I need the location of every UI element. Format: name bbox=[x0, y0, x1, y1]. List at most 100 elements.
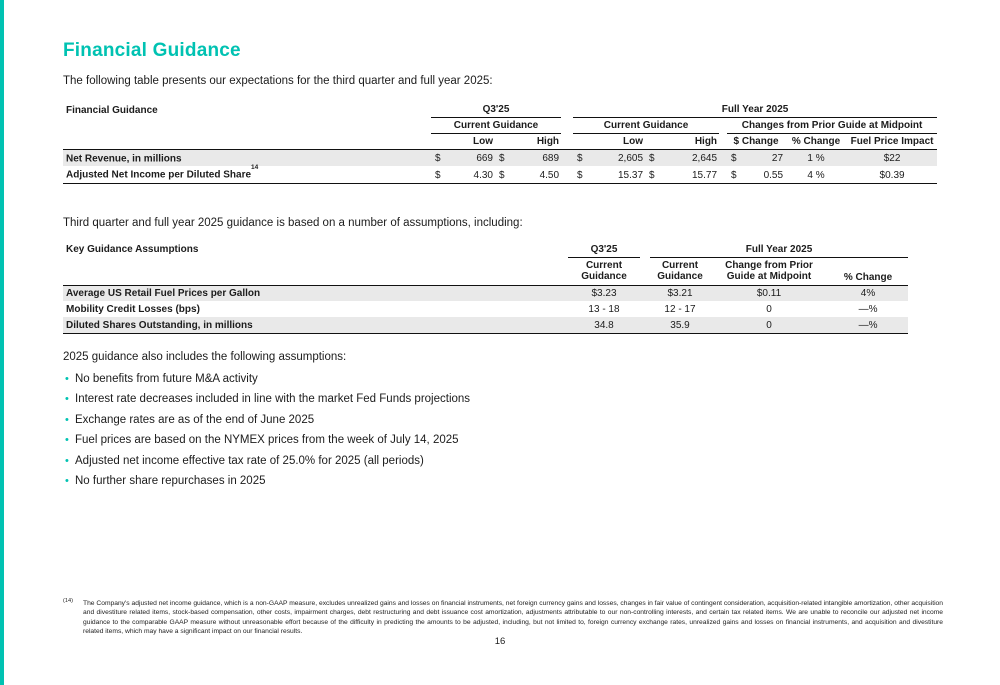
t1-empty bbox=[495, 133, 511, 150]
gap-cell bbox=[719, 149, 728, 167]
t2-pct-header: % Change bbox=[828, 257, 909, 286]
footnote-marker: (14) bbox=[63, 598, 73, 604]
list-item: • Fuel prices are based on the NYMEX pric… bbox=[63, 433, 940, 448]
currency-symbol: $ bbox=[645, 166, 664, 184]
t1-gap bbox=[561, 102, 573, 118]
intro-text: The following table presents our expecta… bbox=[63, 75, 493, 87]
t2-corner-label: Key Guidance Assumptions bbox=[66, 244, 199, 256]
t1-group-row-2: Current Guidance Current Guidance Change… bbox=[63, 117, 938, 134]
t2-q3-group-header: Q3'25 bbox=[568, 241, 640, 258]
currency-symbol: $ bbox=[573, 149, 588, 167]
pct-change-value: 4 % bbox=[785, 166, 848, 184]
table-row: Mobility Credit Losses (bps) 13 - 18 12 … bbox=[63, 301, 908, 317]
bullet-text: Fuel prices are based on the NYMEX price… bbox=[75, 434, 459, 447]
t1-empty bbox=[63, 133, 431, 150]
currency-symbol: $ bbox=[431, 149, 445, 167]
gap-cell bbox=[719, 166, 728, 184]
table-row: Average US Retail Fuel Prices per Gallon… bbox=[63, 285, 909, 302]
list-item: • Exchange rates are as of the end of Jun… bbox=[63, 413, 940, 428]
t1-q3-current-guidance-header: Current Guidance bbox=[431, 117, 562, 134]
gap-cell bbox=[561, 166, 574, 184]
bullet-text: Adjusted net income effective tax rate o… bbox=[75, 454, 424, 467]
t1-fy-current-guidance-header: Current Guidance bbox=[573, 117, 720, 134]
assumptions-intro-text: Third quarter and full year 2025 guidanc… bbox=[63, 216, 523, 229]
footnote-text: The Company's adjusted net income guidan… bbox=[83, 600, 943, 636]
change-value: 0 bbox=[710, 317, 828, 334]
t2-column-header-row: Current Guidance Current Guidance Change… bbox=[63, 257, 909, 286]
list-item: • Adjusted net income effective tax rate … bbox=[63, 454, 940, 469]
t1-empty bbox=[63, 118, 431, 134]
table-row: Net Revenue, in millions $ 669 $ 689 $ 2… bbox=[63, 149, 938, 167]
t1-changes-group-header: Changes from Prior Guide at Midpoint bbox=[727, 117, 938, 134]
dollar-change-value: 0.55 bbox=[741, 166, 786, 184]
list-item: • No benefits from future M&A activity bbox=[63, 372, 940, 387]
gap-cell bbox=[640, 317, 650, 334]
t1-corner-label: Financial Guidance bbox=[66, 104, 158, 116]
q3-high-value: 4.50 bbox=[511, 166, 562, 184]
page-title: Financial Guidance bbox=[63, 40, 241, 61]
assumptions-list: • No benefits from future M&A activity • I… bbox=[63, 372, 940, 490]
key-guidance-assumptions-table: Key Guidance Assumptions Q3'25 Full Year… bbox=[63, 241, 909, 334]
t1-gap bbox=[719, 118, 727, 134]
fy-high-value: 15.77 bbox=[663, 166, 720, 184]
gap-cell bbox=[640, 301, 650, 317]
t2-gap bbox=[640, 242, 650, 258]
fy-low-value: 15.37 bbox=[587, 166, 646, 184]
table-row: Adjusted Net Income per Diluted Share14 … bbox=[63, 164, 938, 184]
t1-dollar-change-header: $ Change bbox=[727, 133, 786, 150]
change-value: $0.11 bbox=[710, 285, 828, 302]
currency-symbol: $ bbox=[727, 149, 742, 167]
t1-fy-low-header: Low bbox=[587, 133, 646, 150]
bullet-icon: • bbox=[65, 372, 69, 385]
t2-fy-group-header: Full Year 2025 bbox=[650, 241, 909, 258]
currency-symbol: $ bbox=[495, 166, 511, 184]
t1-fy-group-header: Full Year 2025 bbox=[573, 102, 938, 118]
financial-guidance-table: Financial Guidance Q3'25 Full Year 2025 … bbox=[63, 102, 938, 184]
t1-q3-group-header: Q3'25 bbox=[431, 102, 562, 118]
t2-change-header: Change from Prior Guide at Midpoint bbox=[710, 257, 828, 286]
row-label: Net Revenue, in millions bbox=[63, 149, 431, 167]
fuel-impact-value: $22 bbox=[847, 149, 938, 167]
currency-symbol: $ bbox=[431, 166, 445, 184]
t2-fy-current-header: Current Guidance bbox=[650, 257, 710, 286]
t2-group-row: Key Guidance Assumptions Q3'25 Full Year… bbox=[63, 241, 909, 258]
q3-current-value: 13 - 18 bbox=[588, 304, 620, 316]
bullet-text: No further share repurchases in 2025 bbox=[75, 475, 266, 488]
t1-group-row-1: Financial Guidance Q3'25 Full Year 2025 bbox=[63, 102, 938, 118]
t1-empty bbox=[645, 133, 664, 150]
footnote-ref: 14 bbox=[251, 164, 259, 172]
q3-current-value: $3.23 bbox=[568, 285, 640, 302]
pct-change-value: 4% bbox=[828, 285, 909, 302]
t1-gap bbox=[561, 133, 574, 150]
bullet-icon: • bbox=[65, 413, 69, 426]
t1-pct-change-header: % Change bbox=[785, 133, 848, 150]
bullet-icon: • bbox=[65, 434, 69, 447]
fy-current-value: 12 - 17 bbox=[664, 304, 696, 316]
t2-q3-current-header: Current Guidance bbox=[568, 257, 640, 286]
bullet-text: No benefits from future M&A activity bbox=[75, 372, 258, 385]
fy-current-value: 35.9 bbox=[650, 317, 710, 334]
row-label: Diluted Shares Outstanding, in millions bbox=[63, 317, 568, 334]
currency-symbol: $ bbox=[573, 166, 588, 184]
pct-change-value: —% bbox=[828, 317, 909, 334]
t1-gap bbox=[561, 118, 573, 134]
content: Financial Guidance The following table p… bbox=[63, 40, 940, 490]
row-label: Adjusted Net Income per Diluted Share14 bbox=[63, 164, 431, 184]
pct-change-value: 1 % bbox=[785, 149, 848, 167]
list-item: • Interest rate decreases included in lin… bbox=[63, 392, 940, 407]
row-label-text: Net Revenue, in millions bbox=[66, 153, 182, 165]
gap-cell bbox=[561, 149, 574, 167]
t1-empty bbox=[431, 133, 445, 150]
gap-cell bbox=[640, 285, 650, 302]
t1-column-header-row: Low High Low High $ Change % Change Fuel… bbox=[63, 133, 938, 150]
bullet-text: Exchange rates are as of the end of June… bbox=[75, 413, 315, 426]
fy-high-value: 2,645 bbox=[663, 149, 720, 167]
currency-symbol: $ bbox=[727, 166, 742, 184]
fy-low-value: 2,605 bbox=[587, 149, 646, 167]
t2-gap bbox=[640, 257, 650, 286]
t1-q3-low-header: Low bbox=[445, 133, 495, 150]
table-row: Diluted Shares Outstanding, in millions … bbox=[63, 317, 909, 334]
change-value: 0 bbox=[766, 304, 772, 316]
t1-fuel-impact-header: Fuel Price Impact bbox=[847, 133, 938, 150]
